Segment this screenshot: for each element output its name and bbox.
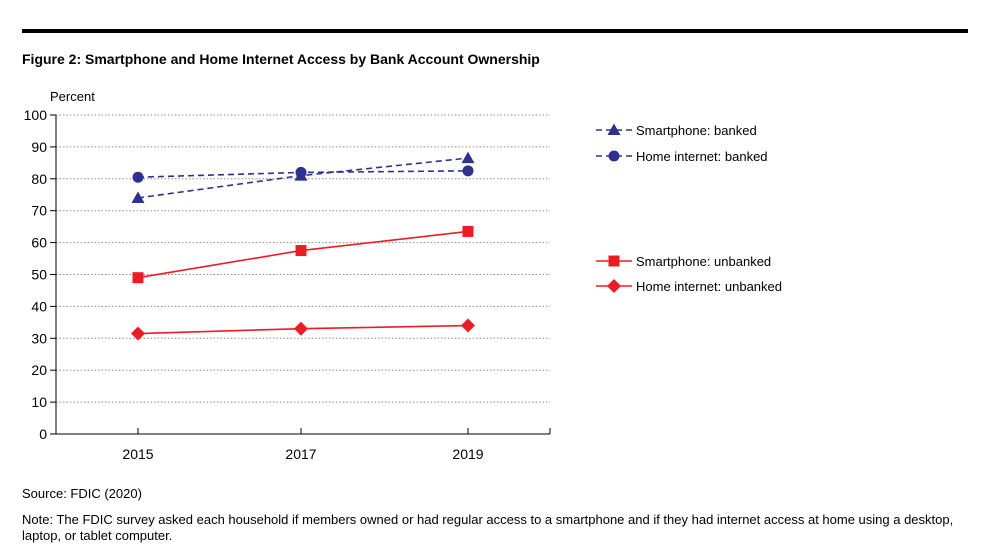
y-tick-label: 20 xyxy=(31,362,47,378)
y-tick-label: 90 xyxy=(31,139,47,155)
legend-label: Smartphone: banked xyxy=(636,123,757,138)
y-tick-label: 10 xyxy=(31,394,47,410)
data-point xyxy=(295,166,307,178)
data-point xyxy=(131,326,145,341)
y-tick-label: 50 xyxy=(31,267,47,283)
data-point xyxy=(131,191,145,203)
top-rule xyxy=(22,29,968,33)
y-tick-label: 60 xyxy=(31,235,47,251)
note-text: Note: The FDIC survey asked each househo… xyxy=(22,512,954,543)
source-text: Source: FDIC (2020) xyxy=(22,486,142,501)
legend-label: Home internet: banked xyxy=(636,149,768,164)
x-tick-label: 2015 xyxy=(122,446,153,462)
y-tick-label: 40 xyxy=(31,298,47,314)
y-tick-label: 70 xyxy=(31,203,47,219)
data-point xyxy=(462,225,474,237)
figure-title: Figure 2: Smartphone and Home Internet A… xyxy=(22,51,540,67)
legend-marker xyxy=(607,123,621,135)
legend-marker xyxy=(608,150,620,162)
legend-marker xyxy=(608,255,620,267)
data-point xyxy=(461,151,475,164)
data-point xyxy=(462,165,474,177)
data-point xyxy=(294,321,308,336)
y-tick-label: 100 xyxy=(24,107,48,123)
y-tick-label: 80 xyxy=(31,171,47,187)
y-tick-label: 0 xyxy=(39,426,47,442)
data-point xyxy=(295,245,307,257)
data-point xyxy=(461,318,475,333)
data-point xyxy=(132,272,144,284)
legend-label: Smartphone: unbanked xyxy=(636,254,771,269)
x-tick-label: 2017 xyxy=(285,446,316,462)
legend-marker xyxy=(607,279,621,293)
y-axis-label: Percent xyxy=(50,89,95,104)
data-point xyxy=(132,171,144,183)
x-tick-label: 2019 xyxy=(452,446,483,462)
legend-label: Home internet: unbanked xyxy=(636,279,782,294)
y-tick-label: 30 xyxy=(31,330,47,346)
